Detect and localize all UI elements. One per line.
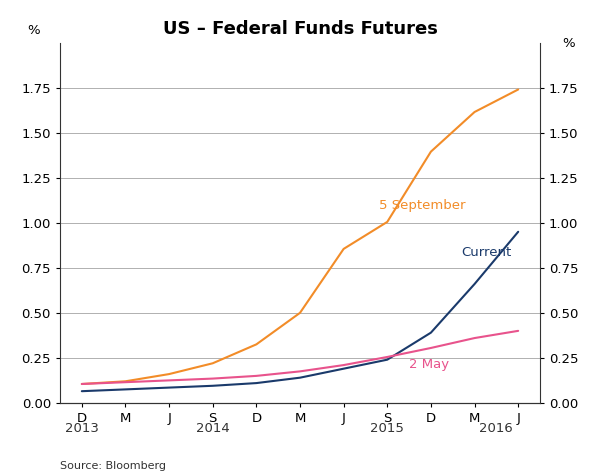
Text: 2016: 2016	[479, 422, 513, 435]
Text: 2 May: 2 May	[409, 358, 449, 372]
Y-axis label: %: %	[562, 37, 575, 50]
Y-axis label: %: %	[27, 24, 40, 37]
Text: 2015: 2015	[370, 422, 404, 435]
Title: US – Federal Funds Futures: US – Federal Funds Futures	[163, 20, 437, 38]
Text: 2013: 2013	[65, 422, 99, 435]
Text: Source: Bloomberg: Source: Bloomberg	[60, 461, 166, 471]
Text: 5 September: 5 September	[379, 199, 465, 212]
Text: 2014: 2014	[196, 422, 230, 435]
Text: Current: Current	[461, 246, 512, 259]
